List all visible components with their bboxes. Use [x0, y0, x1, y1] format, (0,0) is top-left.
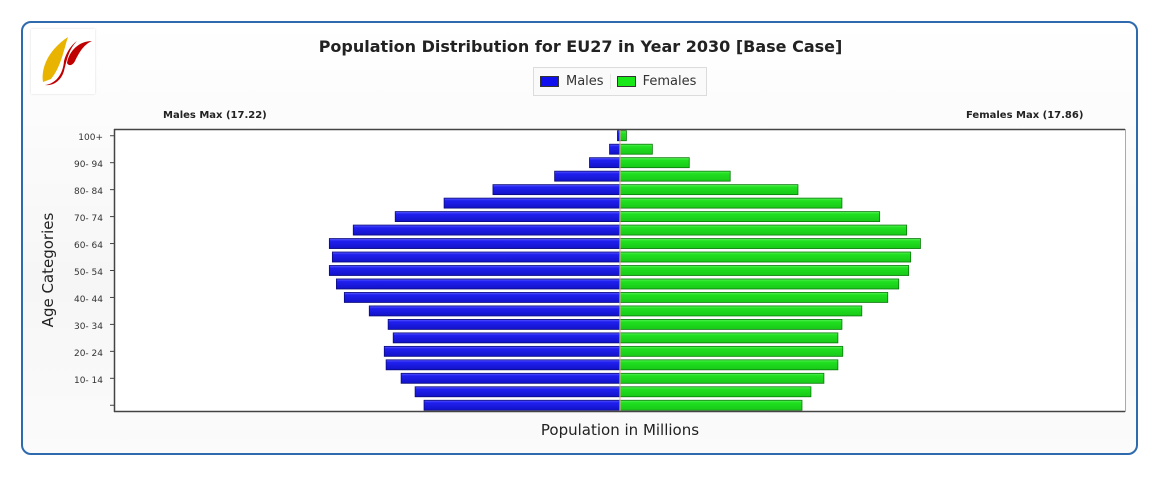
legend-label-females: Females — [642, 74, 697, 89]
female-bar-70-74 — [619, 211, 881, 222]
chart-title: Population Distribution for EU27 in Year… — [318, 37, 843, 56]
female-bar-35-39 — [619, 305, 863, 317]
legend-swatch-males — [540, 76, 559, 87]
y-tick-label: 10- 14 — [74, 376, 103, 386]
male-bar-65-69 — [352, 224, 620, 236]
male-bar-40-44 — [343, 292, 620, 303]
female-bar-80-84 — [619, 184, 799, 196]
female-bar-25-29 — [619, 332, 839, 344]
y-tick-label: 40- 44 — [74, 295, 103, 305]
male-bar-0-4 — [423, 399, 620, 411]
male-bar-90-94 — [589, 157, 620, 169]
female-bar-30-34 — [619, 319, 843, 330]
y-tick-label: 20- 24 — [74, 349, 103, 359]
female-bar-5-9 — [619, 386, 812, 398]
male-bar-55-59 — [331, 251, 620, 263]
female-bar-20-24 — [619, 345, 844, 357]
y-tick-label: 90- 94 — [74, 160, 103, 170]
female-bar-75-79 — [619, 197, 843, 209]
male-bar-60-64 — [328, 238, 620, 249]
y-tick-label: 70- 74 — [74, 214, 103, 224]
female-bar-45-49 — [619, 278, 900, 290]
male-bar-5-9 — [414, 386, 620, 398]
female-bar-95-99 — [619, 143, 653, 155]
female-bar-100 — [619, 130, 627, 142]
legend-item-females[interactable]: Females — [609, 74, 703, 89]
males-max-annotation: Males Max (17.22) — [163, 110, 267, 121]
y-tick-label: 100+ — [78, 133, 103, 143]
y-tick-label: 50- 54 — [74, 268, 103, 278]
female-bar-65-69 — [619, 224, 908, 236]
male-bar-45-49 — [336, 278, 620, 290]
y-tick-label: 30- 34 — [74, 322, 103, 332]
female-bar-50-54 — [619, 265, 910, 276]
legend: Males Females — [533, 67, 707, 96]
male-bar-75-79 — [443, 197, 620, 209]
male-bar-20-24 — [383, 345, 620, 357]
male-bar-70-74 — [394, 211, 620, 222]
app-logo — [31, 29, 95, 94]
legend-label-males: Males — [566, 74, 604, 89]
female-bar-55-59 — [619, 251, 912, 263]
female-bar-0-4 — [619, 399, 803, 411]
females-max-annotation: Females Max (17.86) — [966, 110, 1084, 121]
male-bar-25-29 — [392, 332, 620, 344]
male-bar-30-34 — [387, 319, 620, 330]
legend-item-males[interactable]: Males — [534, 74, 610, 89]
legend-swatch-females — [616, 76, 636, 87]
male-bar-15-19 — [385, 359, 620, 371]
female-bar-10-14 — [619, 372, 825, 384]
female-bar-60-64 — [619, 238, 921, 249]
male-bar-95-99 — [609, 143, 620, 155]
female-bar-15-19 — [619, 359, 839, 371]
male-bar-80-84 — [492, 184, 620, 196]
male-bar-85-89 — [554, 170, 620, 182]
male-bar-35-39 — [368, 305, 620, 317]
female-bar-40-44 — [619, 292, 889, 303]
male-bar-10-14 — [400, 372, 620, 384]
female-bar-90-94 — [619, 157, 690, 169]
y-tick-label: 80- 84 — [74, 187, 103, 197]
flame-logo-icon — [42, 37, 92, 86]
female-bar-85-89 — [619, 170, 731, 182]
y-tick-label: 60- 64 — [74, 241, 103, 251]
male-bar-50-54 — [328, 265, 620, 276]
x-axis-title: Population in Millions — [540, 421, 700, 439]
